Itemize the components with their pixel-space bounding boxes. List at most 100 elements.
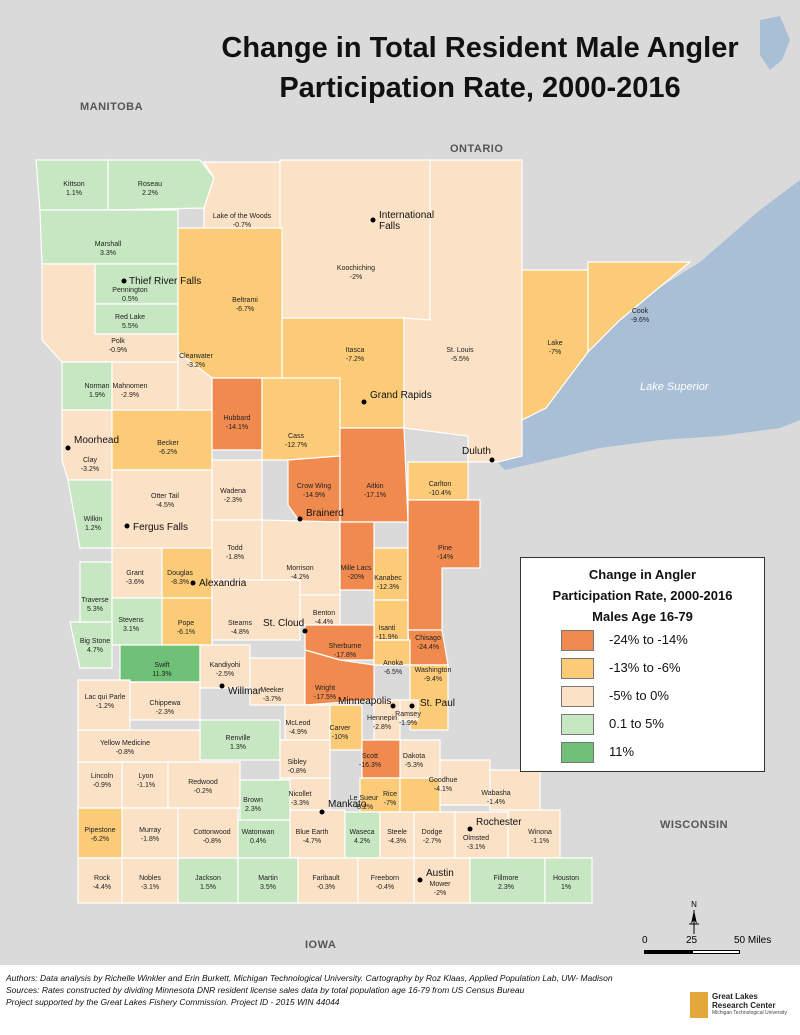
glrc-logo: Great Lakes Research Center Michigan Tec… [690,992,800,1032]
legend-label: -13% to -6% [609,660,681,675]
city-label: Moorhead [74,435,119,446]
title-line-1: Change in Total Resident Male Angler [221,32,739,64]
county-value-label: -4.4% [93,884,111,891]
lake-superior [497,180,800,470]
county-value-label: -2.3% [224,497,242,504]
county-name-label: Ramsey [395,711,421,718]
city-label: Minneapolis [338,696,391,707]
county-name-label: Dodge [422,829,443,836]
county-name-label: Grant [126,570,144,577]
city-marker [190,580,196,586]
county-name-label: Wilkin [84,516,103,523]
county-value-label: -3.2% [81,466,99,473]
county-name-label: Anoka [383,660,403,667]
county-name-label: Koochiching [337,265,375,272]
county-value-label: -11.9% [376,634,398,641]
county-name-label: McLeod [286,720,311,727]
county-polk [41,263,179,363]
county-value-label: 0.4% [250,838,266,845]
glrc-logo-text: Great Lakes Research Center [712,992,776,1010]
county-value-label: 0.5% [122,296,138,303]
county-value-label: -1.4% [487,799,505,806]
county-value-label: -14.1% [226,424,248,431]
county-name-label: Todd [227,545,242,552]
county-name-label: Itasca [346,347,365,354]
county-value-label: 4.2% [354,838,370,845]
map-title: Change in Total Resident Male Angler Par… [190,28,770,108]
city-marker [65,445,71,451]
county-traverse [79,561,113,623]
county-name-label: Freeborn [371,875,400,882]
county-name-label: Olmsted [463,835,489,842]
county-wright [304,649,375,706]
county-value-label: -5.3% [405,762,423,769]
county-name-label: Kanabec [374,575,402,582]
city-label: Brainerd [306,508,344,519]
county-name-label: Traverse [81,597,108,604]
legend-swatch [561,658,594,679]
county-stearns [211,579,301,641]
county-value-label: -6.1% [177,629,195,636]
county-value-label: -14% [437,554,453,561]
county-name-label: Waseca [349,829,374,836]
county-name-label: Watonwan [242,829,275,836]
legend: Change in Angler Participation Rate, 200… [520,557,765,772]
county-name-label: Marshall [95,241,122,248]
county-name-label: Mahnomen [112,383,147,390]
county-name-label: Clearwater [179,353,214,360]
county-name-label: Otter Tail [151,493,179,500]
county-name-label: Nicollet [289,791,312,798]
county-name-label: Lyon [139,773,154,780]
county-value-label: -10.4% [429,490,451,497]
county-value-label: -1.1% [137,782,155,789]
county-name-label: Lake [547,340,562,347]
county-value-label: 1.9% [89,392,105,399]
city-marker [417,877,423,883]
legend-swatch [561,630,594,651]
county-value-label: -9.4% [424,676,442,683]
county-name-label: Polk [111,338,125,345]
county-name-label: Kittson [63,181,85,188]
county-name-label: Martin [258,875,278,882]
county-value-label: -0.3% [317,884,335,891]
county-value-label: 1% [561,884,571,891]
county-value-label: -0.8% [288,768,306,775]
city-label: Fergus Falls [133,522,188,533]
county-name-label: Fillmore [494,875,519,882]
city-marker [319,809,325,815]
county-name-label: Washington [415,667,452,674]
county-name-label: Stearns [228,620,253,627]
legend-label: 0.1 to 5% [609,716,664,731]
city-label: Mankato [328,799,367,810]
county-value-label: -6.2% [91,836,109,843]
county-value-label: -0.8% [203,838,221,845]
county-name-label: Winona [528,829,552,836]
county-name-label: Aitkin [366,483,383,490]
county-name-label: Mower [429,881,451,888]
county-value-label: -1.8% [141,836,159,843]
scale-segment-right [692,950,740,954]
county-name-label: Steele [387,829,407,836]
county-value-label: -20% [348,574,364,581]
legend-label: -5% to 0% [609,688,669,703]
county-name-label: Lincoln [91,773,113,780]
county-name-label: Dakota [403,753,425,760]
legend-item: 0.1 to 5% [561,714,761,736]
legend-title: Change in Angler Participation Rate, 200… [521,564,764,627]
county-name-label: Lac qui Parle [85,694,126,701]
county-value-label: -8.2% [355,804,373,811]
county-name-label: Swift [154,662,169,669]
county-kanabec [373,547,409,601]
county-value-label: -3.1% [467,844,485,851]
county-value-label: -14.9% [303,492,325,499]
county-name-label: Benton [313,610,335,617]
county-cook [587,261,692,354]
scale-label-end: 50 Miles [734,935,772,946]
iowa-label: IOWA [305,939,336,951]
legend-item: -13% to -6% [561,658,761,680]
city-marker [370,217,376,223]
city-label: Willmar [228,686,262,697]
county-name-label: Douglas [167,570,193,577]
legend-title-line-2: Participation Rate, 2000-2016 [552,588,733,603]
